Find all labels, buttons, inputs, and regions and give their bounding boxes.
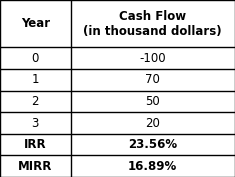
Text: 70: 70 [145, 73, 160, 86]
Text: 23.56%: 23.56% [128, 138, 177, 151]
Text: 16.89%: 16.89% [128, 160, 177, 173]
Text: 20: 20 [145, 116, 160, 130]
Text: 2: 2 [31, 95, 39, 108]
Text: 50: 50 [145, 95, 160, 108]
Text: Cash Flow
(in thousand dollars): Cash Flow (in thousand dollars) [83, 10, 222, 38]
Text: 1: 1 [31, 73, 39, 86]
Text: 3: 3 [31, 116, 39, 130]
Text: 0: 0 [31, 52, 39, 65]
Text: IRR: IRR [24, 138, 47, 151]
Text: Year: Year [21, 17, 50, 30]
Text: MIRR: MIRR [18, 160, 52, 173]
Text: -100: -100 [139, 52, 166, 65]
